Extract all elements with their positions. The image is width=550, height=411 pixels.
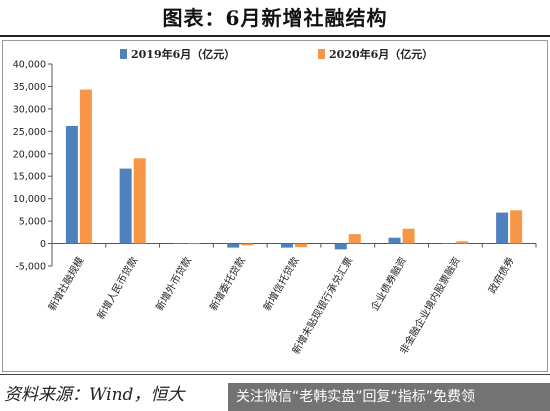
bar-2019-5: [334, 243, 347, 250]
promo-overlay: 关注微信“老韩实盘”回复“指标”免费领: [228, 383, 550, 411]
bar-2019-1: [119, 168, 132, 244]
bar-chart: -5,000 0 5,000 10,000 15,000 20,000 25,000 30,0…: [13, 47, 537, 357]
bar-2020-5: [348, 234, 361, 244]
bar-2020-2: [187, 243, 200, 245]
bar-2019-8: [496, 212, 509, 244]
y-tick-label: 35,000: [13, 82, 46, 93]
y-tick-label: 0: [40, 239, 46, 250]
y-tick-label: 10,000: [13, 194, 46, 205]
title-divider: [0, 35, 550, 37]
y-tick-label: 15,000: [13, 172, 46, 183]
x-category-label: 新增委托贷款: [207, 255, 248, 313]
bar-2020-7: [456, 241, 469, 244]
bar-2020-6: [402, 228, 415, 244]
bar-2019-4: [281, 243, 293, 248]
bar-2019-7: [442, 243, 455, 244]
bar-2020-4: [295, 243, 307, 248]
x-category-label: 新增社融规模: [45, 255, 86, 313]
bar-2019-6: [388, 237, 401, 244]
legend-label-2020: 2020年6月（亿元）: [329, 47, 433, 61]
bar-2019-3: [227, 243, 240, 248]
bar-2020-8: [510, 210, 523, 244]
x-category-label: 非金融企业境内股票融资: [397, 255, 463, 357]
y-tick-label: 30,000: [13, 104, 46, 115]
y-tick-label: 5,000: [19, 217, 46, 228]
legend-label-2019: 2019年6月（亿元）: [131, 47, 235, 61]
legend-swatch-2020: [318, 49, 325, 59]
x-category-label: 企业债券融资: [368, 255, 409, 313]
bar-2019-2: [173, 243, 186, 244]
x-category-label: 新增信托贷款: [260, 255, 301, 313]
y-tick-label: 25,000: [13, 127, 46, 138]
y-tick-label: 20,000: [13, 149, 46, 160]
legend-swatch-2019: [120, 49, 127, 59]
bar-2020-3: [241, 243, 254, 246]
page-title: 图表：6月新增社融结构: [162, 6, 388, 30]
source-note: 资料来源：Wind，恒大: [4, 385, 185, 405]
bar-2019-0: [65, 125, 78, 244]
bottom-divider: [0, 374, 550, 375]
x-category-label: 新增未贴现银行承兑汇票: [289, 255, 355, 357]
bar-2020-0: [79, 89, 92, 244]
chart-frame: [2, 40, 548, 372]
y-tick-label: 40,000: [13, 60, 46, 71]
x-category-label: 新增人民币贷款: [94, 255, 140, 322]
x-category-label: 新增外币贷款: [153, 255, 194, 313]
x-category-label: 政府债券: [485, 255, 516, 296]
bar-2020-1: [133, 158, 146, 244]
y-tick-label: -5,000: [15, 262, 46, 273]
